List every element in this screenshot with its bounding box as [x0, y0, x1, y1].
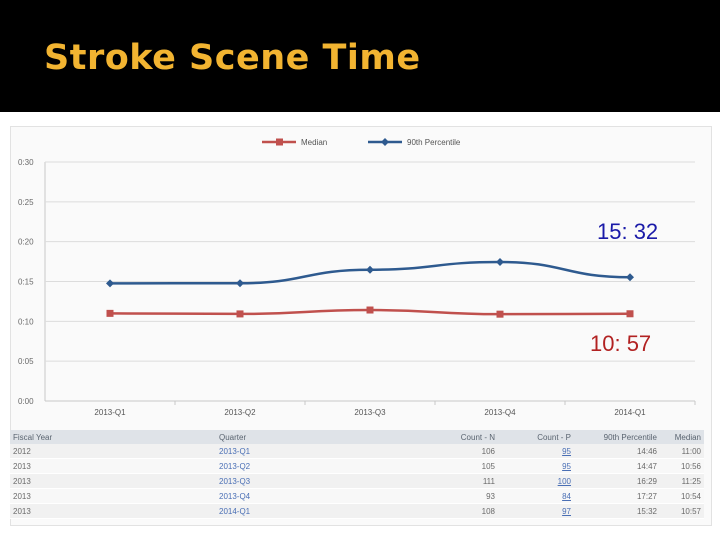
- p90-point: [236, 279, 244, 288]
- table-header-row: Fiscal Year Quarter Count - N Count - P …: [10, 430, 704, 444]
- table-cell: 14:47: [574, 458, 660, 474]
- column-header: Count - N: [422, 430, 498, 444]
- quarter-link[interactable]: 2013-Q2: [216, 458, 422, 474]
- chart-grid: [44, 161, 696, 405]
- legend-label: 90th Percentile: [407, 138, 461, 147]
- table-cell: 10:56: [660, 458, 704, 474]
- y-tick-label: 0:15: [18, 278, 34, 287]
- table-cell: 2012: [10, 444, 216, 459]
- y-tick-label: 0:20: [18, 238, 34, 247]
- table-row: 2012 2013-Q1 106 95 14:46 11:00: [10, 444, 704, 459]
- column-header: Fiscal Year: [10, 430, 216, 444]
- data-table: Fiscal Year Quarter Count - N Count - P …: [10, 430, 704, 519]
- p90-point: [626, 273, 634, 282]
- quarter-link[interactable]: 2013-Q4: [216, 488, 422, 504]
- legend-marker: [276, 138, 283, 146]
- table-row: 2013 2013-Q2 105 95 14:47 10:56: [10, 458, 704, 474]
- y-axis-ticks: 0:00 0:05 0:10 0:15 0:20 0:25 0:30: [18, 158, 34, 406]
- chart-legend: Median 90th Percentile: [262, 138, 461, 147]
- quarter-link[interactable]: 2013-Q3: [216, 473, 422, 489]
- quarter-link[interactable]: 2013-Q1: [216, 444, 422, 459]
- y-tick-label: 0:30: [18, 158, 34, 167]
- count-p-link[interactable]: 95: [498, 458, 574, 474]
- legend-marker: [381, 138, 389, 146]
- p90-point: [106, 279, 114, 288]
- y-tick-label: 0:00: [18, 397, 34, 406]
- table-cell: 2013: [10, 458, 216, 474]
- table-cell: 10:54: [660, 488, 704, 504]
- x-tick-label: 2013-Q2: [224, 408, 256, 417]
- table-row: 2013 2013-Q4 93 84 17:27 10:54: [10, 488, 704, 504]
- table-cell: 16:29: [574, 473, 660, 489]
- slide-title: Stroke Scene Time: [44, 38, 421, 78]
- legend-label: Median: [301, 138, 327, 147]
- median-point: [236, 310, 244, 318]
- quarter-link[interactable]: 2014-Q1: [216, 503, 422, 519]
- table-cell: 2013: [10, 503, 216, 519]
- line-chart: Median 90th Percentile 0:000:050:100:150:…: [18, 138, 696, 417]
- table-row: 2013 2013-Q3 111 100 16:29 11:25: [10, 473, 704, 489]
- title-bar: Stroke Scene Time: [0, 0, 720, 112]
- table-row: 2013 2014-Q1 108 97 15:32 10:57: [10, 503, 704, 519]
- table-cell: 11:25: [660, 473, 704, 489]
- table-cell: 108: [422, 503, 498, 519]
- table-cell: 2013: [10, 473, 216, 489]
- count-p-link[interactable]: 97: [498, 503, 574, 519]
- column-header: 90th Percentile: [574, 430, 660, 444]
- x-tick-label: 2013-Q4: [484, 408, 516, 417]
- table-cell: 15:32: [574, 503, 660, 519]
- table-cell: 2013: [10, 488, 216, 504]
- count-p-link[interactable]: 95: [498, 444, 574, 459]
- median-point: [496, 310, 504, 318]
- p90-point: [496, 257, 504, 266]
- count-p-link[interactable]: 100: [498, 473, 574, 489]
- column-header: Count - P: [498, 430, 574, 444]
- median-point: [626, 310, 634, 318]
- table-cell: 106: [422, 444, 498, 459]
- table-cell: 10:57: [660, 503, 704, 519]
- table-cell: 93: [422, 488, 498, 504]
- table-cell: 14:46: [574, 444, 660, 459]
- table-cell: 17:27: [574, 488, 660, 504]
- x-tick-label: 2014-Q1: [614, 408, 646, 417]
- y-tick-label: 0:10: [18, 317, 34, 326]
- median-point: [366, 306, 374, 314]
- y-tick-label: 0:25: [18, 198, 34, 207]
- median-point: [106, 309, 114, 317]
- p90-callout: 15: 32: [597, 219, 659, 244]
- p90-point: [366, 265, 374, 274]
- count-p-link[interactable]: 84: [498, 488, 574, 504]
- table-cell: 11:00: [660, 444, 704, 459]
- x-tick-label: 2013-Q3: [354, 408, 386, 417]
- median-callout: 10: 57: [590, 331, 652, 356]
- chart-series: [106, 257, 634, 318]
- x-axis-ticks: 2013-Q1 2013-Q2 2013-Q3 2013-Q4 2014-Q1: [94, 408, 646, 417]
- table-cell: 105: [422, 458, 498, 474]
- x-tick-label: 2013-Q1: [94, 408, 126, 417]
- column-header: Quarter: [216, 430, 422, 444]
- y-tick-label: 0:05: [18, 357, 34, 366]
- column-header: Median: [660, 430, 704, 444]
- table-cell: 111: [422, 473, 498, 489]
